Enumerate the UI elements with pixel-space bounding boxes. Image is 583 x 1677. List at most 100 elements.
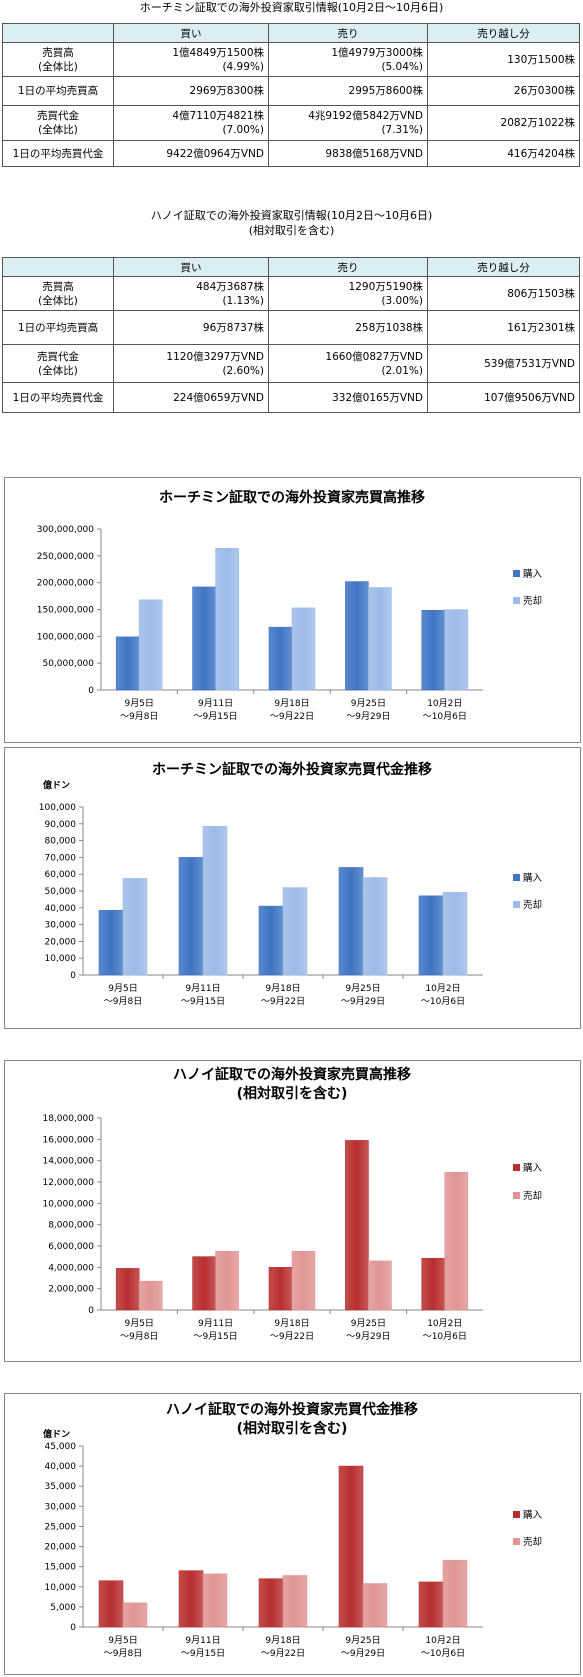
row-label: 1日の平均売買高: [2, 310, 114, 345]
table-row: 1日の平均売買代金 9422億0964万VND 9838億5168万VND 41…: [2, 140, 580, 167]
table-row: 売買高 (全体比) 484万3687株 (1.13%) 1290万5190株 (3.0…: [2, 276, 580, 311]
buy-cell: 96万8737株: [113, 310, 269, 345]
buy-cell: 224億0659万VND: [113, 382, 269, 413]
bar-sell: [291, 607, 316, 691]
bar-buy: [178, 1570, 204, 1628]
net-cell: 161万2301株: [427, 310, 580, 345]
bar-buy: [178, 857, 204, 976]
sell-value: 1290万5190株: [348, 280, 423, 293]
legend-swatch-sell: [513, 1538, 520, 1545]
header-net-sell: 売り越し分: [427, 23, 580, 43]
x-tick-label: 〜9月8日: [120, 711, 158, 722]
row-label-main: 売買高: [42, 46, 74, 59]
x-tick-label: 9月11日: [198, 1318, 233, 1329]
y-tick-label: 5,000: [50, 1603, 76, 1613]
header-buy: 買い: [113, 23, 269, 43]
x-tick-label: 〜9月15日: [181, 1648, 225, 1659]
bar-buy: [192, 586, 216, 691]
bar-buy: [421, 610, 446, 691]
y-tick-label: 16,000,000: [42, 1135, 94, 1145]
x-tick-label: 9月5日: [124, 698, 153, 709]
bar-buy: [418, 895, 444, 976]
table-row: 売買高 (全体比) 1億4849万1500株 (4.99%) 1億4979万3000…: [2, 42, 580, 77]
bar-buy: [421, 1258, 446, 1311]
bar-sell: [122, 1602, 148, 1628]
bar-sell: [202, 1573, 228, 1628]
y-axis-label: 億ドン: [43, 779, 70, 791]
x-tick-label: 〜9月22日: [261, 996, 305, 1007]
x-tick-label: 〜9月22日: [270, 1331, 314, 1342]
bar-buy: [345, 1140, 369, 1311]
y-tick-label: 4,000,000: [48, 1263, 94, 1273]
y-tick-label: 30,000: [45, 1502, 77, 1512]
bar-buy: [192, 1256, 216, 1311]
x-tick-label: 〜9月15日: [194, 711, 238, 722]
y-tick-label: 100,000,000: [37, 632, 95, 642]
y-tick-label: 70,000: [45, 853, 77, 863]
x-tick-label: 9月11日: [185, 983, 220, 994]
y-tick-label: 2,000,000: [48, 1285, 94, 1295]
bar-buy: [418, 1581, 444, 1628]
x-tick-label: 9月25日: [345, 983, 380, 994]
hcm-info-table: 買い 売り 売り越し分 売買高 (全体比) 1億4849万1500株 (4.99%)…: [2, 23, 580, 167]
header-sell: 売り: [268, 257, 428, 277]
y-tick-label: 10,000,000: [42, 1199, 94, 1209]
bar-sell: [444, 1172, 469, 1311]
y-tick-label: 0: [70, 971, 76, 981]
chart-hanoi-value-svg: ハノイ証取での海外投資家売買代金推移 (相対取引を含む) 億ドン 0 5,000 10,0…: [43, 1401, 543, 1659]
sell-cell: 2995万8600株: [268, 76, 428, 106]
buy-cell: 484万3687株 (1.13%): [113, 276, 269, 311]
y-tick-label: 0: [88, 686, 94, 696]
buy-ratio: (4.99%): [222, 60, 264, 73]
row-label-main: 売買高: [42, 280, 74, 293]
x-tick-label: 〜9月29日: [341, 1648, 385, 1659]
y-axis-label: 億ドン: [43, 1428, 70, 1440]
sell-value: 4兆9192億5842万VND: [308, 110, 423, 122]
bar-sell: [215, 548, 239, 691]
buy-value: 484万3687株: [196, 280, 264, 293]
y-tick-label: 40,000: [45, 1462, 77, 1472]
bar-buy: [338, 867, 364, 976]
table-row: 1日の平均売買高 96万8737株 258万1038株 161万2301株: [2, 310, 580, 345]
bar-sell: [291, 1251, 316, 1311]
bar-buy: [98, 1580, 124, 1628]
row-label: 売買代金 (全体比): [2, 105, 114, 141]
chart-title: ハノイ証取での海外投資家売買高推移: [173, 1066, 411, 1083]
x-tick-label: 9月5日: [108, 983, 137, 994]
bar-sell: [362, 1583, 388, 1628]
x-tick-label: 10月2日: [427, 698, 462, 709]
y-tick-label: 20,000: [45, 1543, 77, 1553]
row-label: 売買高 (全体比): [2, 276, 114, 311]
x-tick-label: 9月11日: [198, 698, 233, 709]
x-tick-label: 〜9月29日: [341, 996, 385, 1007]
x-tick-label: 〜10月6日: [423, 1331, 467, 1342]
net-cell: 806万1503株: [427, 276, 580, 311]
bar-sell: [202, 826, 228, 976]
x-tick-label: 〜9月15日: [181, 996, 225, 1007]
chart-subtitle: (相対取引を含む): [237, 1085, 348, 1102]
legend-label-buy: 購入: [523, 568, 543, 580]
bar-sell: [138, 1280, 163, 1311]
chart-hcm-volume: ホーチミン証取での海外投資家売買高推移 0 50,000,000 100,000,00…: [4, 477, 581, 743]
x-tick-label: 〜9月8日: [104, 996, 142, 1007]
y-tick-label: 10,000: [45, 954, 77, 964]
bar-sell: [442, 1559, 468, 1628]
chart-hanoi-volume: ハノイ証取での海外投資家売買高推移 (相対取引を含む) 0 2,000,000 4,00…: [4, 1060, 581, 1362]
buy-ratio: (1.13%): [222, 294, 264, 307]
x-tick-label: 〜9月29日: [346, 711, 390, 722]
buy-value: 1120億3297万VND: [166, 350, 264, 363]
table-row: 1日の平均売買高 2969万8300株 2995万8600株 26万0300株: [2, 76, 580, 106]
buy-cell: 4億7110万4821株 (7.00%): [113, 105, 269, 141]
chart-hanoi-value: ハノイ証取での海外投資家売買代金推移 (相対取引を含む) 億ドン 0 5,000 10,0…: [4, 1393, 581, 1675]
header-buy: 買い: [113, 257, 269, 277]
buy-cell: 9422億0964万VND: [113, 140, 269, 167]
hanoi-info-table: 買い 売り 売り越し分 売買高 (全体比) 484万3687株 (1.13%) 12…: [2, 257, 580, 413]
sell-ratio: (2.01%): [381, 364, 423, 377]
hcm-section-title: ホーチミン証取での海外投資家取引情報(10月2日〜10月6日): [139, 1, 444, 14]
bar-buy: [258, 905, 284, 976]
chart-hcm-value: ホーチミン証取での海外投資家売買代金推移 億ドン 0 10,000 20,000 30,0…: [4, 747, 581, 1029]
sell-cell: 332億0165万VND: [268, 382, 428, 413]
y-tick-label: 60,000: [45, 870, 77, 880]
bar-buy: [115, 1268, 140, 1311]
row-label-sub: (全体比): [38, 364, 78, 377]
